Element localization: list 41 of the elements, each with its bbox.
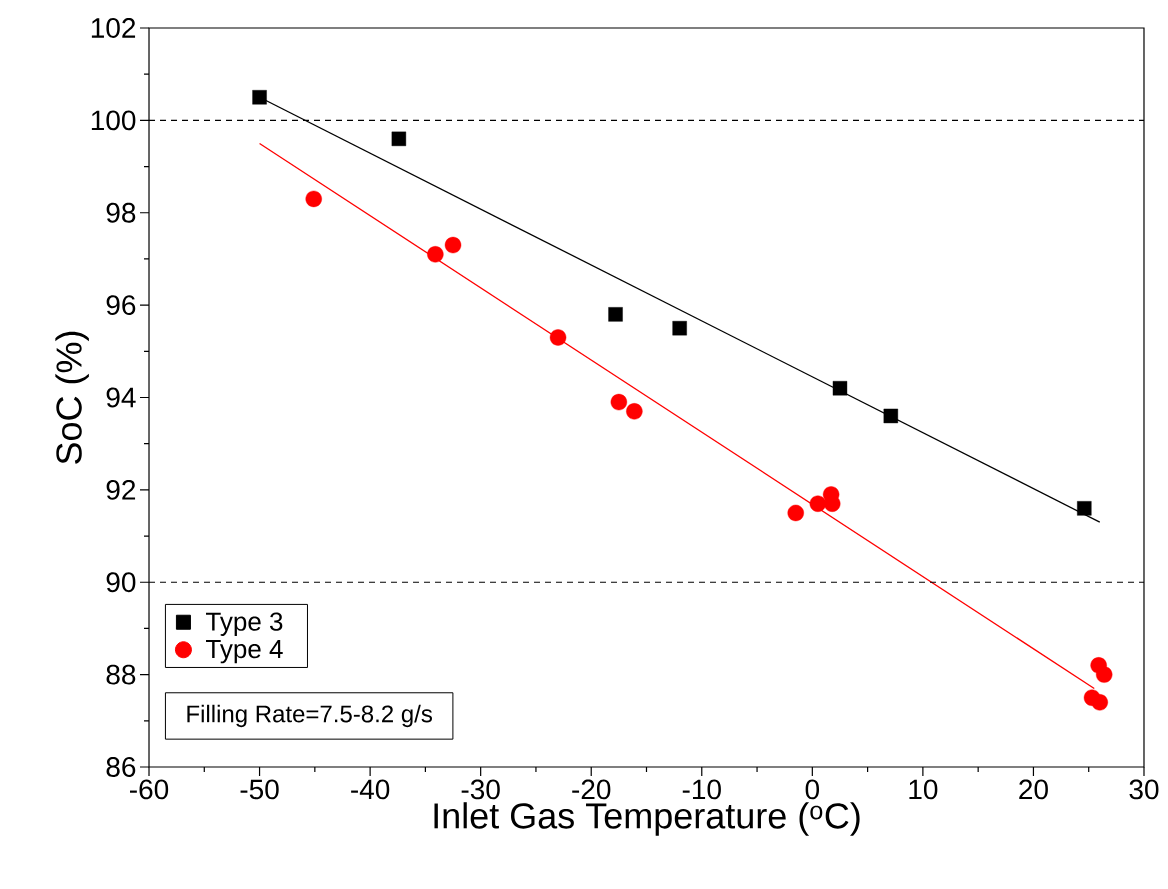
point [427, 246, 444, 263]
point [608, 307, 623, 322]
x-tick-label: -40 [351, 779, 390, 800]
x-tick-label: -50 [240, 779, 279, 800]
point [391, 131, 407, 147]
x-axis-title: Inlet Gas Temperature ($^{o}$C) [434, 802, 860, 836]
y-tick-label: 86 [106, 757, 136, 777]
x-tick-label: 0 [805, 779, 820, 800]
point [252, 90, 267, 105]
x-tick-label: -30 [461, 779, 500, 800]
x-tick-label: -20 [572, 779, 611, 800]
point [672, 321, 687, 336]
y-tick-label: 98 [106, 202, 136, 223]
y-axis-title: SoC (%) [55, 331, 89, 464]
point [610, 393, 628, 411]
point [305, 190, 322, 208]
point [444, 236, 462, 254]
point [1077, 501, 1092, 516]
point [883, 408, 899, 424]
y-tick-label: 94 [106, 387, 136, 408]
point [1095, 666, 1113, 683]
y-tick-label: 100 [91, 110, 136, 131]
point [549, 329, 567, 346]
x-tick-label: -60 [130, 779, 169, 800]
x-tick-label: 30 [1129, 779, 1159, 800]
point [626, 403, 643, 420]
legend-label: Type 4 [206, 640, 283, 664]
point [809, 495, 827, 512]
point [1091, 694, 1108, 711]
legend-label: Type 3 [206, 612, 283, 636]
y-tick-label: 90 [106, 572, 136, 593]
y-tick-label: 88 [106, 664, 136, 685]
point [787, 504, 804, 522]
point [832, 381, 848, 396]
y-tick-label: 102 [91, 18, 136, 38]
x-tick-label: 10 [909, 779, 938, 800]
y-tick-label: 96 [106, 295, 136, 316]
x-tick-label: -10 [682, 779, 721, 800]
annotation: Filling Rate=7.5-8.2 g/s [187, 704, 432, 728]
y-tick-label: 92 [106, 479, 136, 500]
x-tick-label: 20 [1019, 779, 1048, 800]
